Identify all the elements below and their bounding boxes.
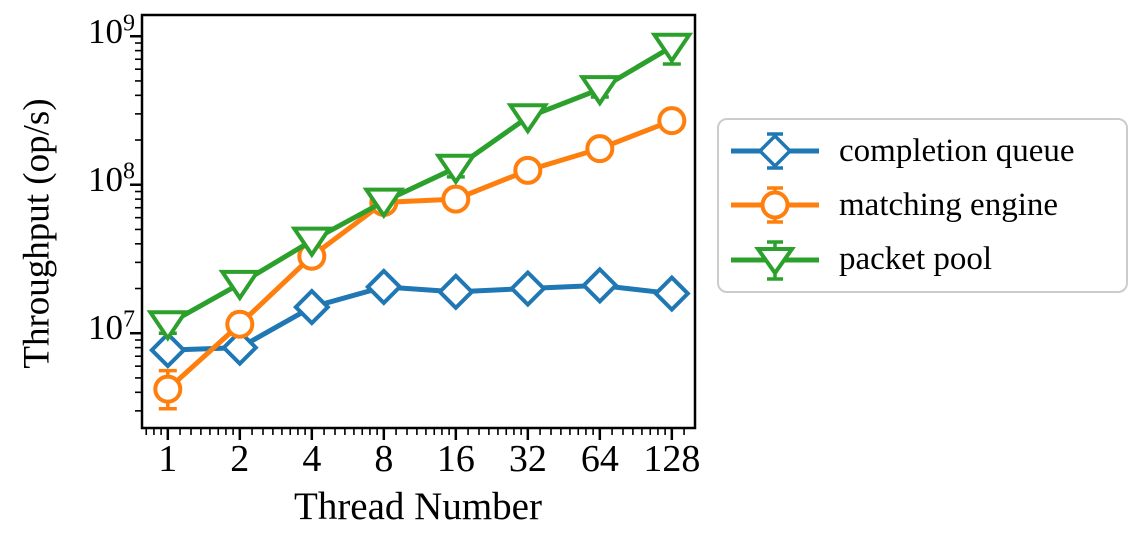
legend-item-label: matching engine xyxy=(839,186,1059,223)
marker-diamond xyxy=(148,331,187,369)
marker-triangle-down xyxy=(218,269,262,302)
y-tick-base: 10 xyxy=(88,160,123,199)
x-tick-label-128: 128 xyxy=(643,438,701,480)
x-axis-title: Thread Number xyxy=(294,485,542,528)
y-tick-label-1e7: 107 xyxy=(50,307,135,347)
marker-diamond xyxy=(220,328,259,367)
marker-diamond xyxy=(652,274,691,313)
series-matching-engine xyxy=(153,106,687,411)
series-completion-queue xyxy=(148,266,691,369)
series-packet-pool xyxy=(146,32,694,342)
legend-item-completion-queue: completion queue xyxy=(729,128,1116,174)
marker-diamond xyxy=(292,288,331,326)
marker-diamond xyxy=(436,273,475,311)
legend-item-packet-pool: packet pool xyxy=(729,237,1116,283)
y-tick-base: 10 xyxy=(88,308,123,347)
marker-triangle-down xyxy=(434,153,478,186)
x-tick-label-64: 64 xyxy=(580,438,619,480)
marker-diamond xyxy=(508,269,547,308)
marker-diamond xyxy=(580,266,619,305)
legend-symbol-circle xyxy=(731,186,819,225)
legend-box: completion queue matching engine packet … xyxy=(717,118,1128,293)
y-tick-exponent: 9 xyxy=(123,10,135,37)
x-tick-label-8: 8 xyxy=(374,438,394,480)
x-tick-label-1: 1 xyxy=(158,438,178,480)
y-tick-base: 10 xyxy=(88,12,123,51)
y-tick-exponent: 7 xyxy=(123,306,135,333)
marker-circle xyxy=(441,184,471,214)
legend-symbol-triangle-down xyxy=(731,240,819,281)
marker-triangle-down xyxy=(146,310,190,342)
x-tick-label-4: 4 xyxy=(302,438,322,480)
plot-border xyxy=(140,13,697,430)
marker-circle xyxy=(153,374,183,404)
marker-circle xyxy=(585,134,615,164)
x-tick-label-32: 32 xyxy=(508,438,547,480)
marker-circle xyxy=(657,106,687,136)
legend-item-label: completion queue xyxy=(839,132,1075,169)
marker-triangle-down xyxy=(290,226,334,259)
marker-triangle-down xyxy=(578,75,622,107)
y-axis-title: Throughput (op/s) xyxy=(16,98,58,369)
legend-symbol-diamond xyxy=(731,132,819,170)
x-tick-label-2: 2 xyxy=(230,438,250,480)
marker-triangle-down xyxy=(506,103,550,135)
y-tick-label-1e9: 109 xyxy=(50,11,135,51)
marker-circle xyxy=(513,155,543,185)
x-tick-label-16: 16 xyxy=(436,438,475,480)
marker-triangle-down xyxy=(362,187,406,220)
legend-item-label: packet pool xyxy=(839,241,993,278)
marker-circle xyxy=(225,309,255,339)
legend-item-matching-engine: matching engine xyxy=(729,182,1116,228)
y-tick-exponent: 8 xyxy=(123,158,135,185)
y-tick-label-1e8: 108 xyxy=(50,159,135,199)
marker-triangle-down xyxy=(650,32,694,65)
marker-diamond xyxy=(364,268,403,306)
